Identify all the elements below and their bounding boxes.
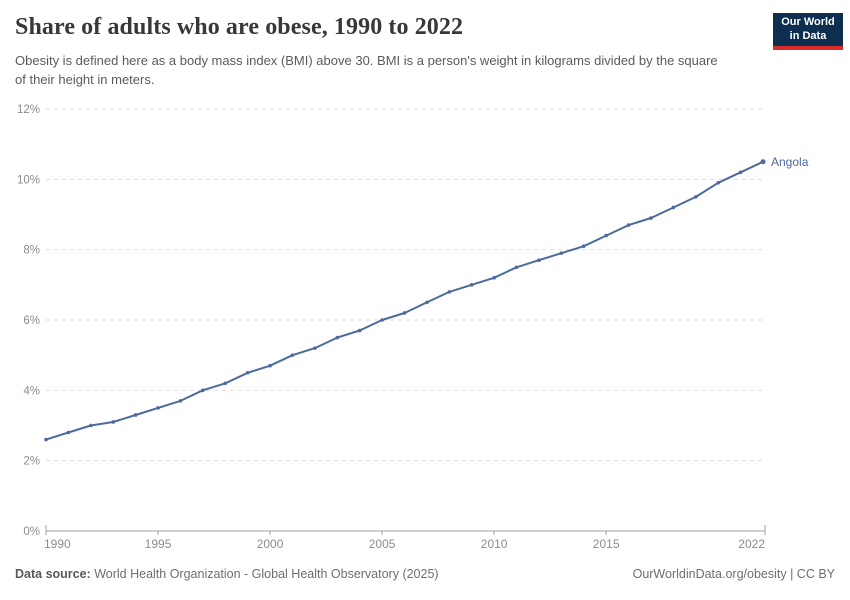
data-point: [492, 276, 496, 280]
datasource-label: Data source:: [15, 567, 91, 581]
x-tick-label: 2022: [738, 537, 765, 551]
data-points: [44, 159, 766, 442]
chart-subtitle: Obesity is defined here as a body mass i…: [15, 53, 718, 87]
x-tick-label: 2005: [369, 537, 396, 551]
data-point: [514, 265, 519, 270]
data-point: [402, 311, 407, 315]
data-point: [693, 195, 698, 199]
data-point: [223, 381, 228, 386]
x-tick-label: 2000: [257, 537, 284, 551]
chart-footer: Data source: World Health Organization -…: [15, 567, 835, 581]
data-point: [447, 290, 452, 294]
data-point: [44, 437, 48, 442]
x-tick-label: 1990: [44, 537, 71, 551]
data-point: [89, 423, 93, 428]
y-tick-label: 12%: [17, 104, 40, 116]
y-tick-label: 2%: [23, 456, 40, 468]
data-point: [178, 399, 183, 403]
owid-logo-text-line1: Our World: [781, 15, 835, 28]
data-point: [716, 181, 720, 185]
page-title: Share of adults who are obese, 1990 to 2…: [15, 14, 464, 40]
data-point: [604, 233, 608, 238]
data-point: [559, 251, 564, 255]
x-tick-label: 2015: [593, 537, 620, 551]
data-point: [380, 318, 384, 322]
x-axis-labels: 1990 1995 2000 2005 2010 2015 2022: [44, 537, 765, 551]
y-tick-label: 4%: [23, 385, 40, 397]
data-line-angola[interactable]: [45, 160, 764, 441]
data-point: [156, 406, 160, 410]
y-tick-label: 0%: [23, 526, 40, 538]
data-point: [335, 335, 340, 340]
data-point: [290, 353, 295, 357]
data-point: [268, 363, 272, 368]
data-point: [133, 413, 138, 417]
y-axis-labels: 0% 2% 4% 6% 8% 10% 12%: [17, 104, 40, 538]
data-point: [626, 223, 631, 227]
y-tick-label: 8%: [23, 245, 40, 257]
datasource-value: World Health Organization - Global Healt…: [90, 567, 439, 581]
data-point: [66, 430, 71, 435]
owid-logo-text-line2: in Data: [789, 29, 827, 42]
data-point: [649, 216, 653, 220]
data-point: [581, 244, 586, 248]
data-point: [111, 420, 116, 424]
data-point: [425, 300, 429, 305]
data-point: [738, 170, 743, 175]
gridlines: [46, 108, 765, 462]
data-point: [313, 346, 317, 350]
x-axis: [45, 525, 766, 535]
data-point: [245, 370, 250, 375]
credit-link[interactable]: OurWorldinData.org/obesity | CC BY: [632, 567, 835, 581]
data-point: [201, 388, 205, 393]
data-point: [671, 205, 676, 210]
data-point: [469, 283, 474, 287]
data-point: [357, 328, 362, 333]
x-tick-label: 1995: [145, 537, 172, 551]
series-end-label: Angola: [771, 155, 809, 169]
owid-logo[interactable]: Our World in Data: [773, 13, 843, 50]
y-tick-label: 6%: [23, 315, 40, 327]
datasource-text: Data source: World Health Organization -…: [15, 567, 439, 581]
x-tick-label: 2010: [481, 537, 508, 551]
y-tick-label: 10%: [17, 174, 40, 186]
data-point: [537, 258, 541, 263]
data-point: [760, 159, 766, 165]
